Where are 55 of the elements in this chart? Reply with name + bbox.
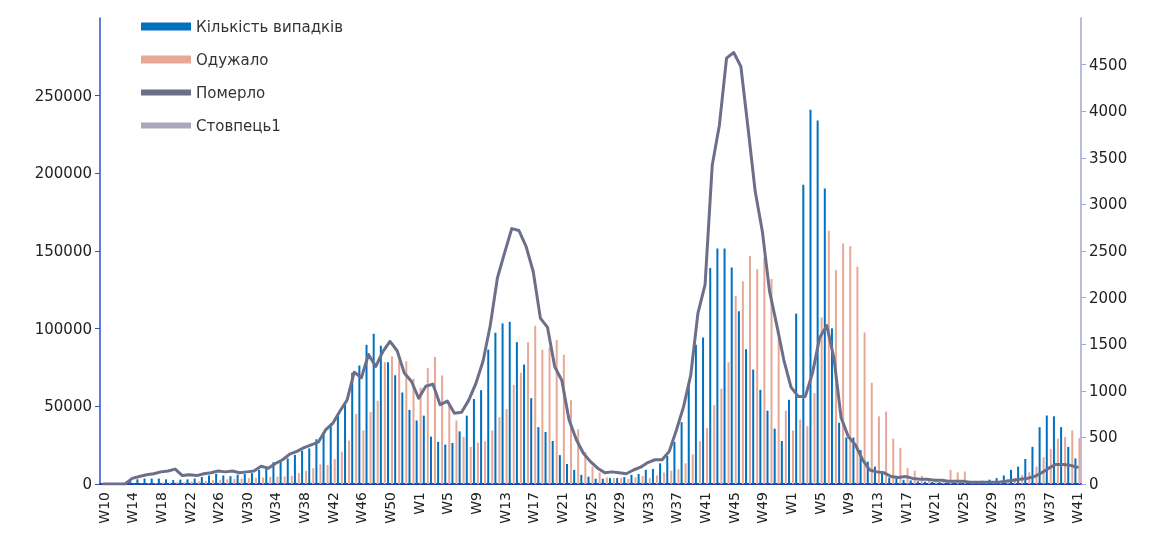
y-tick-label: 100000 xyxy=(34,319,92,338)
y2-tick-label: 500 xyxy=(1089,428,1118,447)
y2-tick-label: 0 xyxy=(1089,475,1099,493)
y2-tick-label: 3000 xyxy=(1089,195,1128,214)
x-tick-label: W46 xyxy=(353,491,370,524)
y2-tick-label: 2000 xyxy=(1089,288,1128,307)
x-tick-label: W18 xyxy=(152,492,169,524)
x-tick-label: W21 xyxy=(926,492,943,524)
x-tick-label: W17 xyxy=(897,492,914,524)
x-tick-label: W17 xyxy=(525,492,542,524)
legend-label: Одужало xyxy=(196,50,269,69)
x-tick-label: W29 xyxy=(983,492,1000,524)
x-tick-label: W9 xyxy=(467,492,484,515)
y2-tick-label: 2500 xyxy=(1089,242,1128,260)
x-tick-label: W29 xyxy=(611,492,628,524)
x-tick-label: W33 xyxy=(1012,492,1029,524)
y-tick-label: 200000 xyxy=(34,164,92,183)
y2-tick-label: 3500 xyxy=(1089,148,1128,167)
x-tick-label: W1 xyxy=(410,492,427,515)
x-tick-label: W25 xyxy=(582,492,599,524)
x-tick-label: W38 xyxy=(296,492,313,524)
x-tick-label: W25 xyxy=(954,492,971,524)
x-tick-label: W37 xyxy=(668,492,685,524)
x-tick-label: W37 xyxy=(1040,492,1057,524)
y2-tick-label: 4000 xyxy=(1089,102,1128,121)
y-tick-label: 150000 xyxy=(34,242,92,260)
x-tick-label: W41 xyxy=(1069,492,1086,524)
x-tick-label: W41 xyxy=(697,492,714,524)
y-tick-label: 0 xyxy=(82,475,92,493)
x-tick-label: W45 xyxy=(725,492,742,524)
x-tick-label: W1 xyxy=(783,492,799,515)
x-tick-label: W34 xyxy=(267,491,284,524)
y2-tick-label: 1000 xyxy=(1089,381,1128,400)
y2-tick-label: 4500 xyxy=(1089,55,1128,74)
x-tick-label: W13 xyxy=(496,492,513,524)
x-tick-label: W33 xyxy=(639,492,656,524)
x-tick-label: W21 xyxy=(553,492,570,524)
y-tick-label: 250000 xyxy=(34,86,92,105)
x-tick-label: W5 xyxy=(811,492,828,515)
x-tick-label: W9 xyxy=(840,492,857,515)
legend-label: Кількість випадків xyxy=(196,17,344,36)
x-tick-label: W26 xyxy=(210,491,227,524)
x-tick-label: W5 xyxy=(439,492,456,515)
x-tick-label: W42 xyxy=(324,492,341,524)
y2-tick-label: 1500 xyxy=(1089,335,1128,354)
x-tick-label: W30 xyxy=(238,492,255,524)
legend-label: Померло xyxy=(196,83,266,102)
y-tick-label: 50000 xyxy=(44,397,92,416)
x-tick-label: W22 xyxy=(181,492,198,524)
x-tick-label: W50 xyxy=(382,492,398,524)
x-tick-label: W10 xyxy=(95,492,112,524)
x-tick-label: W14 xyxy=(124,491,141,524)
legend-label: Стовпець1 xyxy=(196,116,281,135)
x-tick-label: W13 xyxy=(868,492,885,524)
x-tick-label: W49 xyxy=(754,492,771,524)
